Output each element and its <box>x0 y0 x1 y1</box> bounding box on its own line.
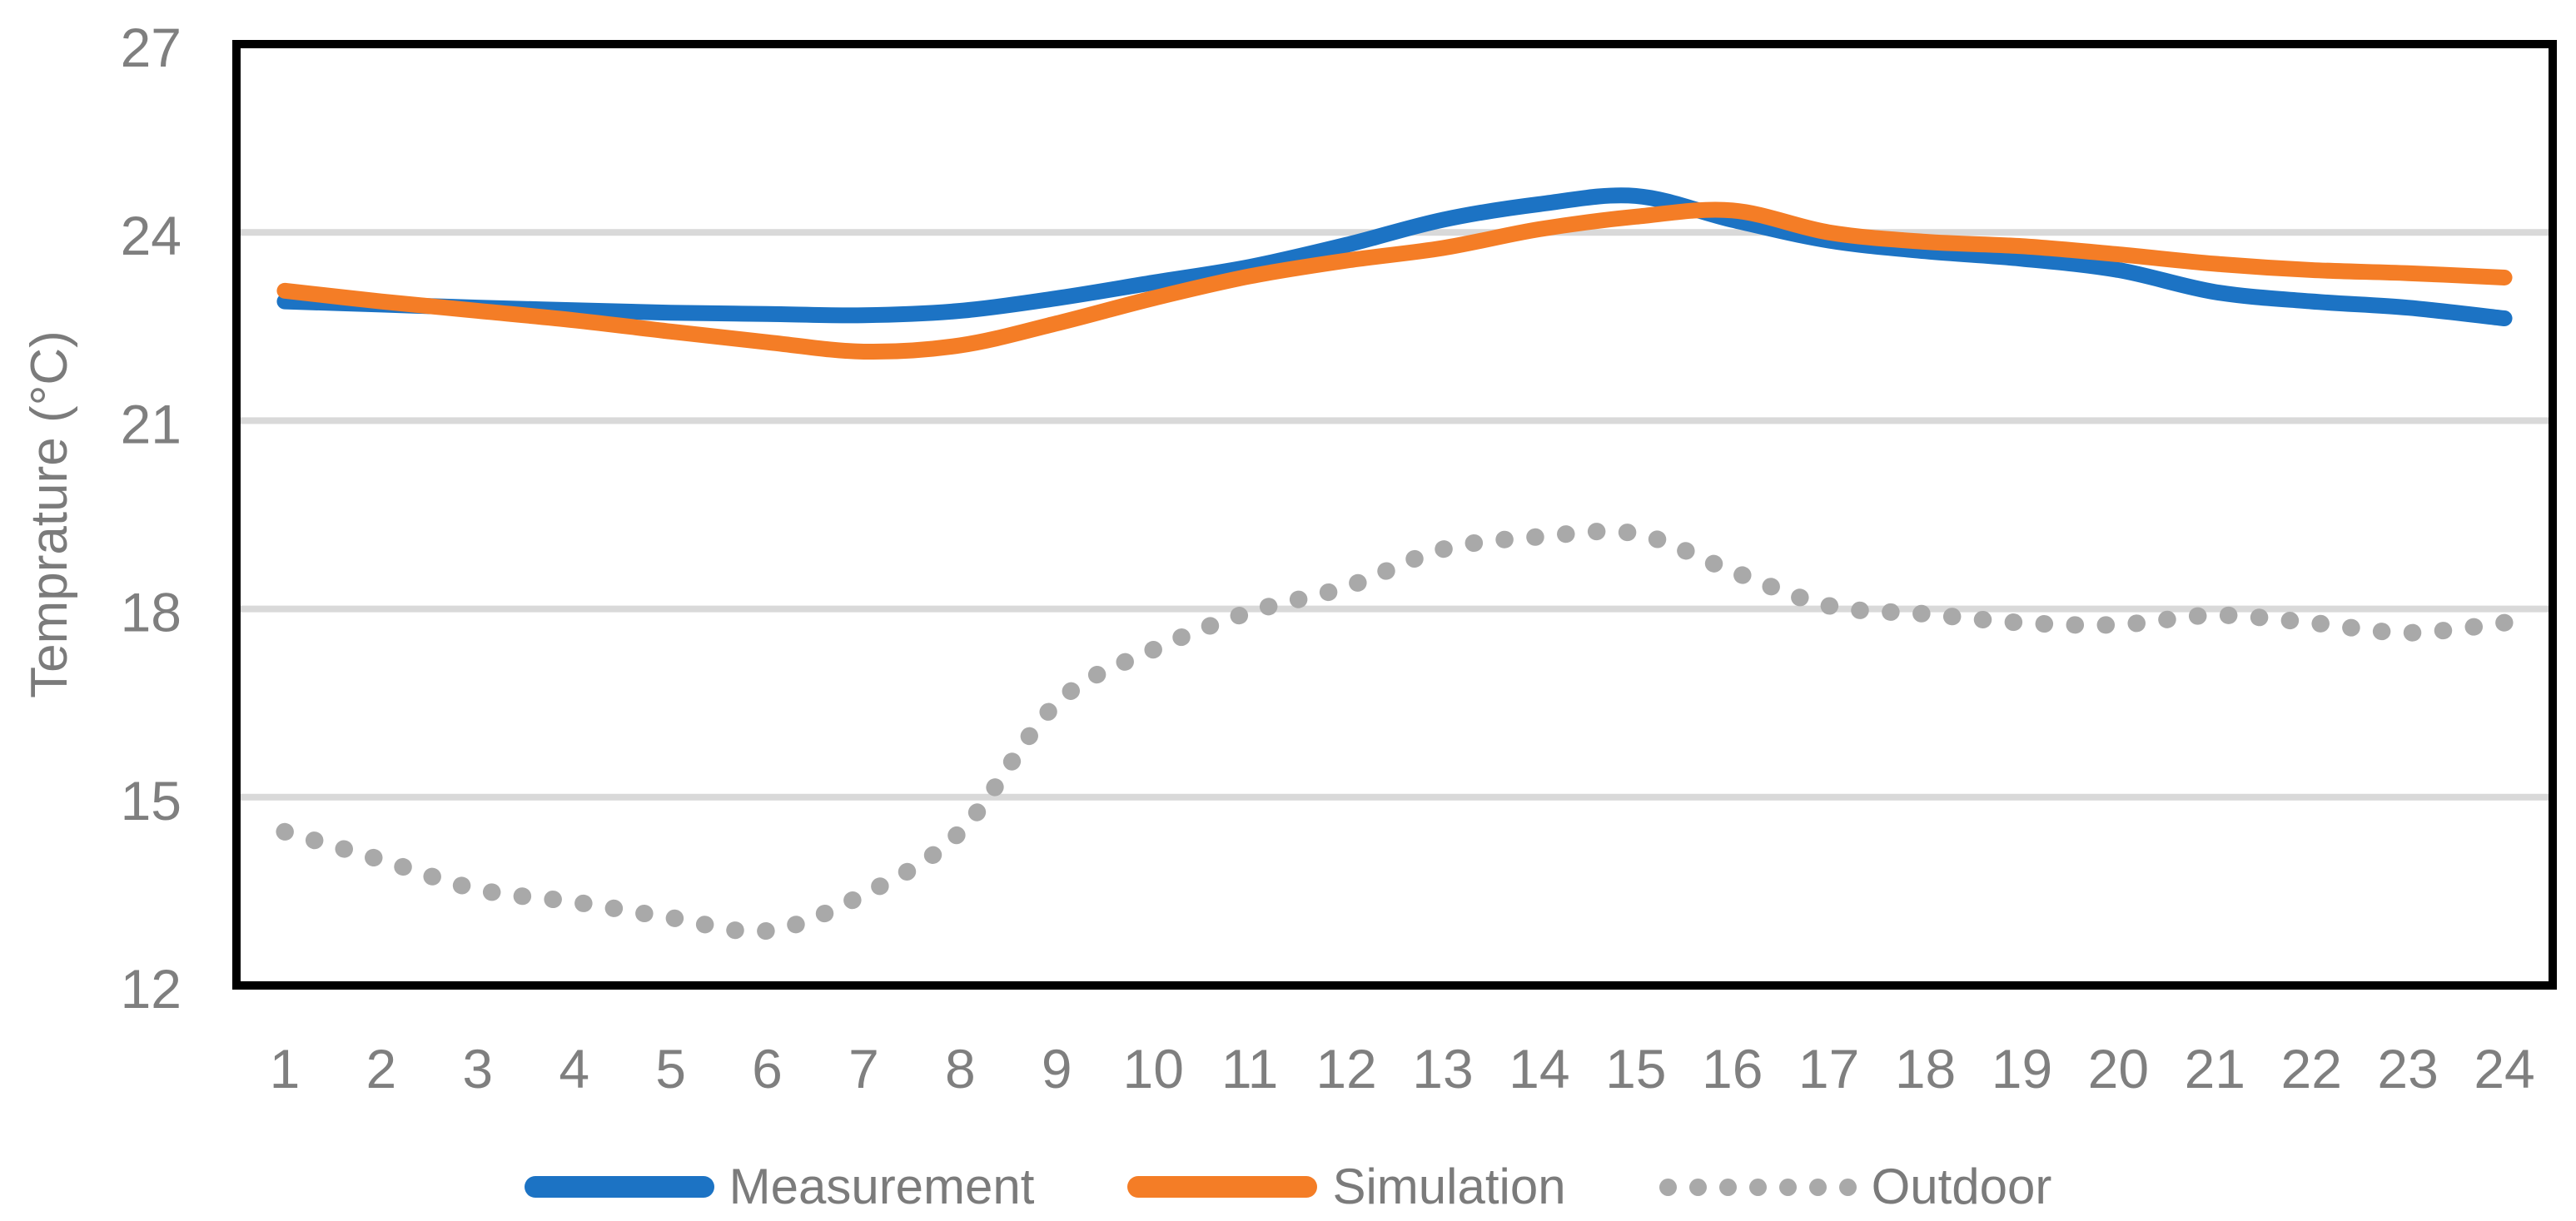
legend: Measurement Simulation Outdoor <box>0 1162 2576 1212</box>
x-tick-label: 9 <box>1042 1038 1072 1099</box>
y-tick-label: 12 <box>121 958 182 1020</box>
y-tick-label: 18 <box>121 582 182 643</box>
y-tick-label: 21 <box>121 393 182 454</box>
x-tick-label: 5 <box>655 1038 686 1099</box>
outdoor-legend-swatch <box>1658 1178 1857 1196</box>
x-tick-label: 24 <box>2474 1038 2534 1099</box>
x-axis-labels: 1 2 3 4 5 6 7 8 9 10 11 12 13 14 15 16 17 18 19 20 21 22 23 24 <box>270 1038 2535 1099</box>
x-tick-label: 7 <box>848 1038 879 1099</box>
x-tick-label: 22 <box>2280 1038 2341 1099</box>
x-tick-label: 18 <box>1895 1038 1956 1099</box>
x-tick-label: 21 <box>2185 1038 2245 1099</box>
legend-dot <box>1748 1178 1767 1196</box>
simulation-legend-label: Simulation <box>1332 1159 1566 1214</box>
simulation-legend-swatch <box>1127 1176 1318 1198</box>
x-tick-label: 14 <box>1509 1038 1569 1099</box>
x-tick-label: 4 <box>559 1038 589 1099</box>
plot-border <box>232 40 2557 990</box>
x-tick-label: 23 <box>2377 1038 2438 1099</box>
x-tick-label: 10 <box>1122 1038 1183 1099</box>
x-tick-label: 3 <box>462 1038 493 1099</box>
y-tick-label: 15 <box>121 770 182 831</box>
legend-dot <box>1778 1178 1797 1196</box>
y-axis-labels: 12 15 18 21 24 27 <box>121 17 182 1020</box>
measurement-line <box>276 187 2513 326</box>
x-tick-label: 19 <box>1992 1038 2052 1099</box>
y-tick-label: 27 <box>121 17 182 78</box>
legend-item-simulation: Simulation <box>1127 1159 1566 1214</box>
outdoor-legend-label: Outdoor <box>1871 1159 2052 1214</box>
legend-dot <box>1718 1178 1737 1196</box>
x-tick-label: 16 <box>1702 1038 1763 1099</box>
x-tick-label: 2 <box>366 1038 397 1099</box>
legend-item-outdoor: Outdoor <box>1658 1159 2052 1214</box>
legend-dot <box>1658 1178 1677 1196</box>
legend-item-measurement: Measurement <box>524 1159 1035 1214</box>
x-tick-label: 20 <box>2088 1038 2149 1099</box>
measurement-legend-swatch <box>524 1176 714 1198</box>
legend-dot <box>1838 1178 1857 1196</box>
legend-dot <box>1808 1178 1827 1196</box>
outdoor-line <box>276 522 2514 941</box>
x-tick-label: 13 <box>1412 1038 1473 1099</box>
x-tick-label: 8 <box>945 1038 976 1099</box>
x-tick-label: 6 <box>752 1038 783 1099</box>
x-tick-label: 15 <box>1605 1038 1666 1099</box>
x-tick-label: 1 <box>270 1038 301 1099</box>
x-tick-label: 12 <box>1315 1038 1376 1099</box>
x-tick-label: 11 <box>1221 1038 1279 1099</box>
x-tick-label: 17 <box>1798 1038 1859 1099</box>
y-tick-label: 24 <box>121 205 182 266</box>
y-axis-title: Temprature (°C) <box>21 330 78 698</box>
legend-dot <box>1688 1178 1707 1196</box>
simulation-line <box>276 201 2513 360</box>
measurement-legend-label: Measurement <box>729 1159 1035 1214</box>
